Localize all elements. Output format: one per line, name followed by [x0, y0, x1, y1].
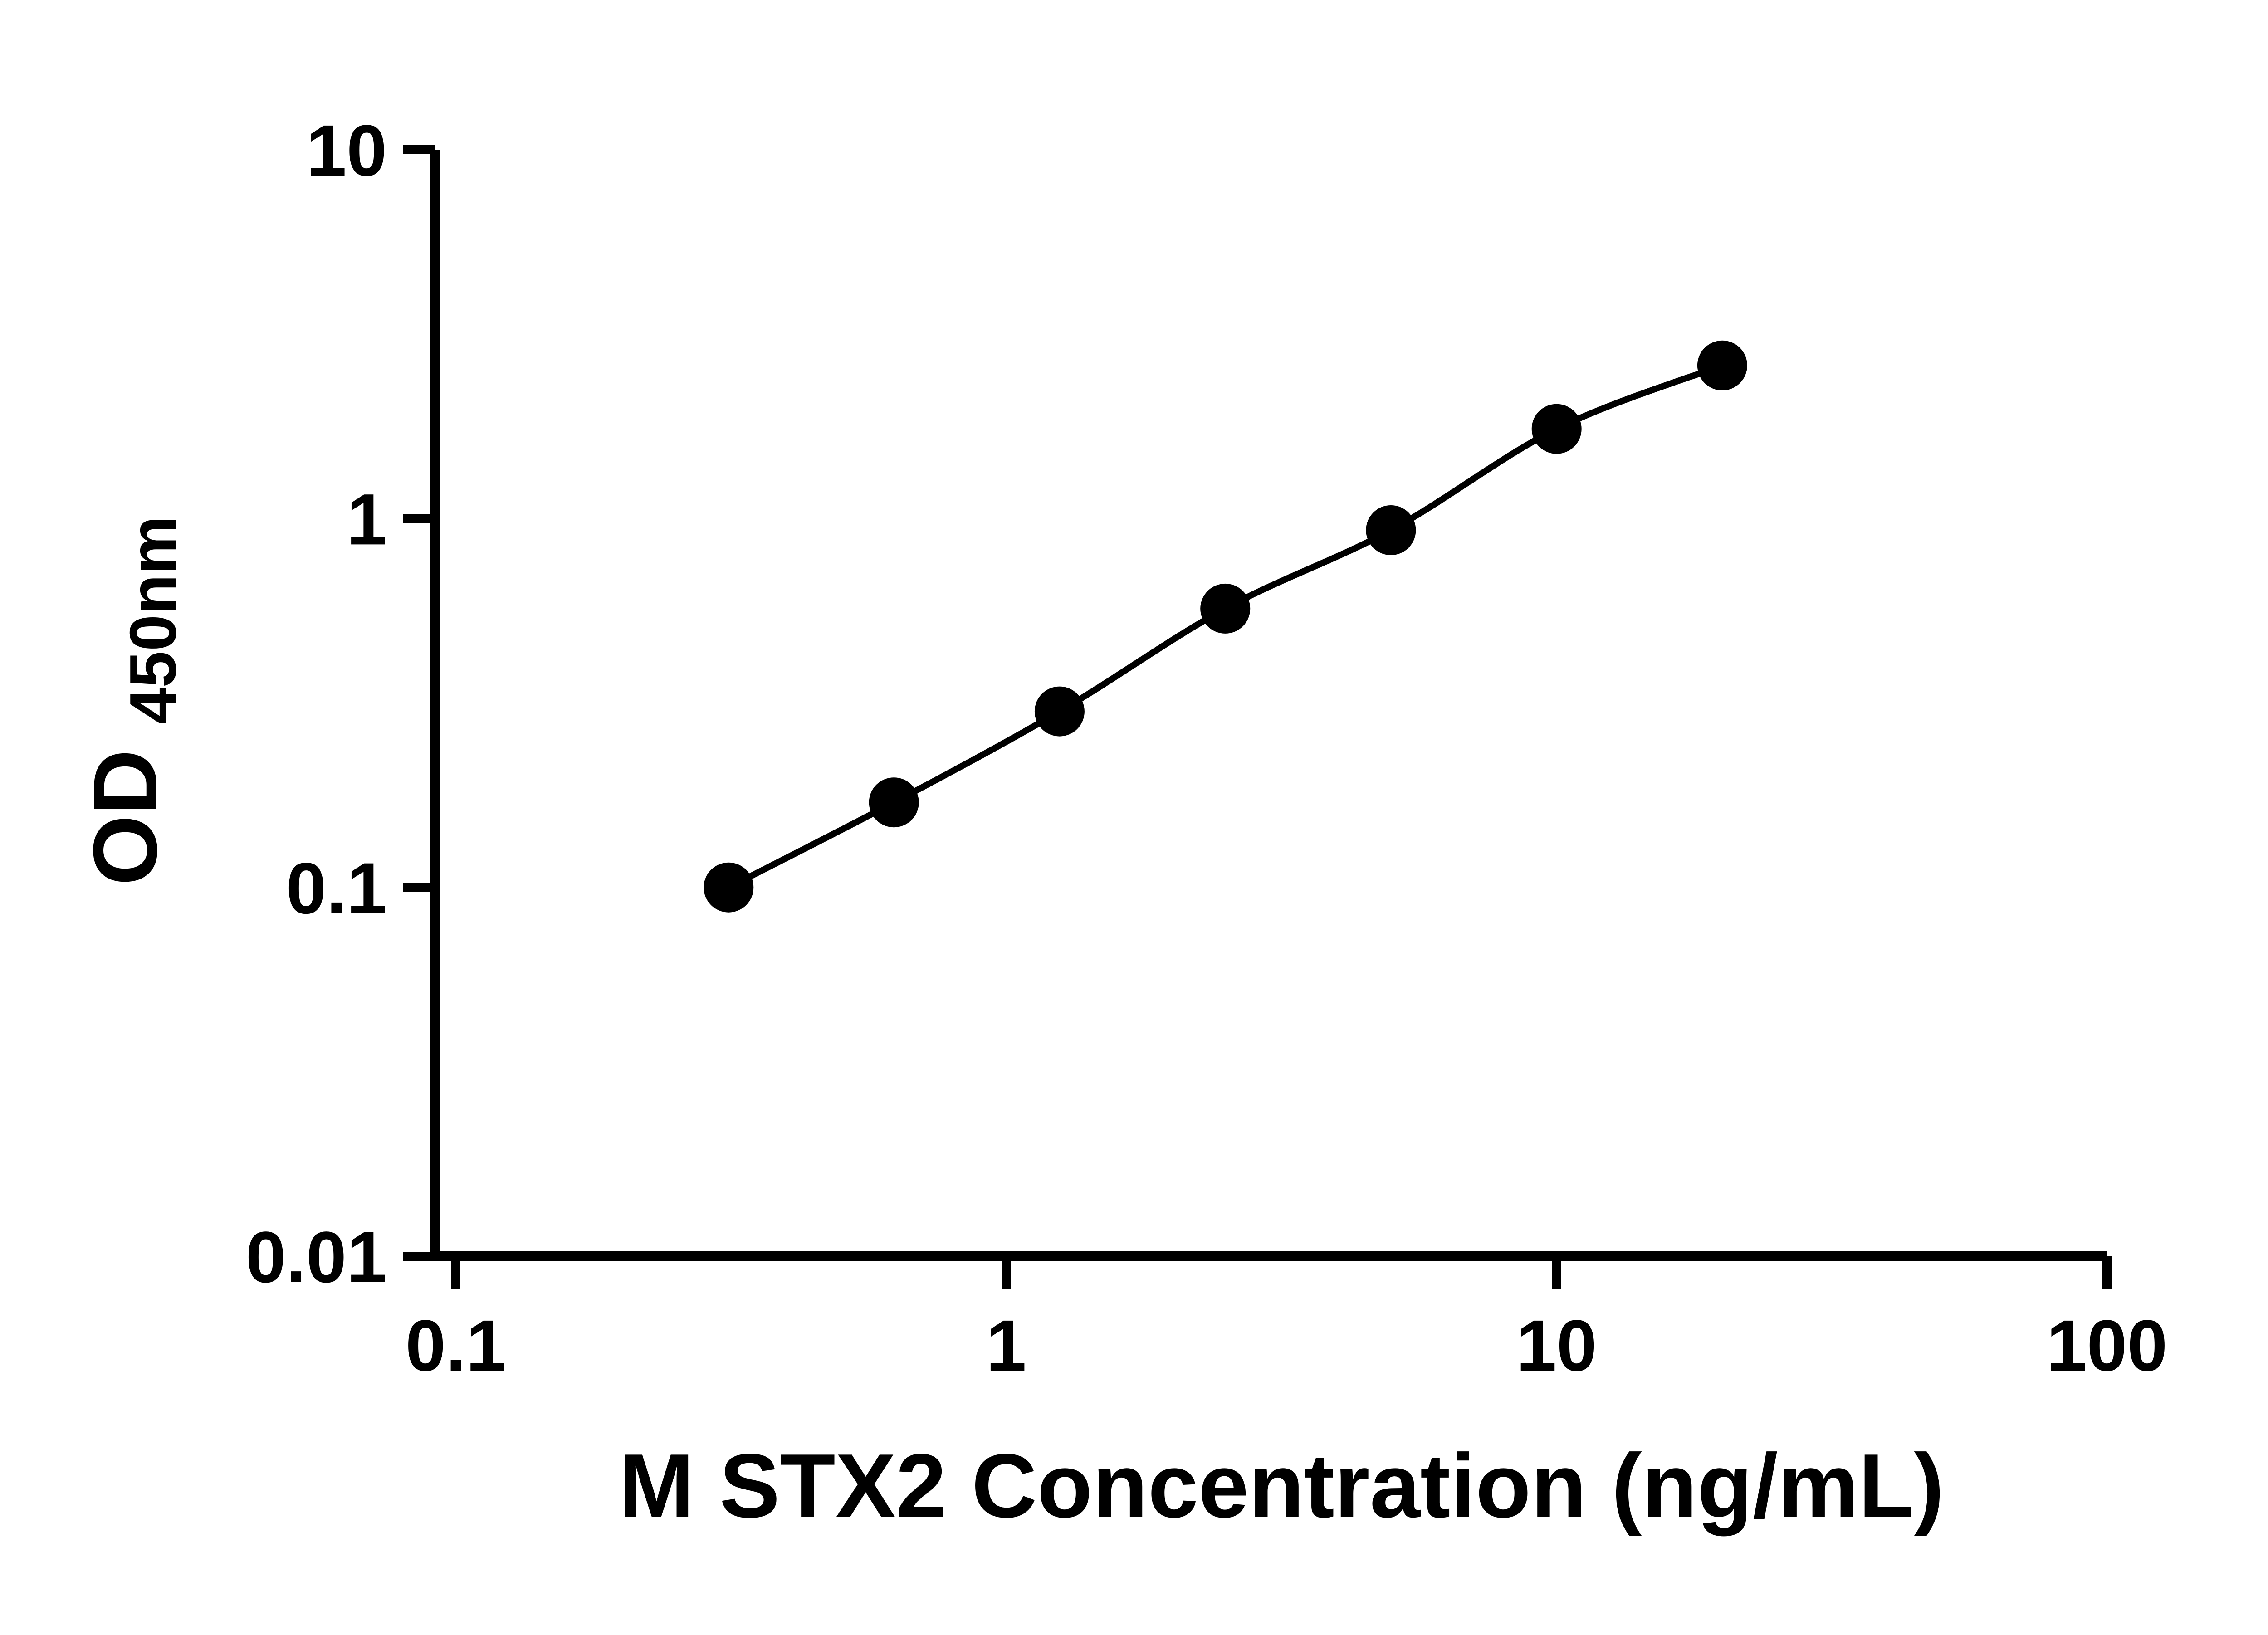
y-axis-title: OD 450nm — [75, 516, 190, 885]
y-axis-tick-label: 0.1 — [286, 848, 387, 929]
y-axis-title-subscript: 450nm — [116, 516, 190, 724]
data-point-marker — [1531, 404, 1582, 454]
x-axis-tick-label: 10 — [1516, 1305, 1597, 1386]
data-point-marker — [704, 862, 754, 913]
data-point-marker — [869, 777, 919, 828]
data-point-marker — [1200, 583, 1251, 634]
data-point-marker — [1366, 505, 1416, 555]
x-axis-tick-label: 1 — [986, 1305, 1026, 1386]
x-axis-tick-label: 100 — [2047, 1305, 2168, 1386]
y-axis-tick-label: 10 — [306, 110, 387, 191]
x-axis-title: M STX2 Concentration (ng/mL) — [619, 1435, 1944, 1537]
x-axis-tick-label: 0.1 — [406, 1305, 506, 1386]
data-point-marker — [1697, 340, 1747, 390]
data-point-marker — [1034, 686, 1085, 737]
y-axis-tick-label: 0.01 — [246, 1216, 387, 1298]
y-axis-tick-label: 1 — [347, 478, 387, 560]
y-axis-title-main: OD — [75, 750, 176, 886]
